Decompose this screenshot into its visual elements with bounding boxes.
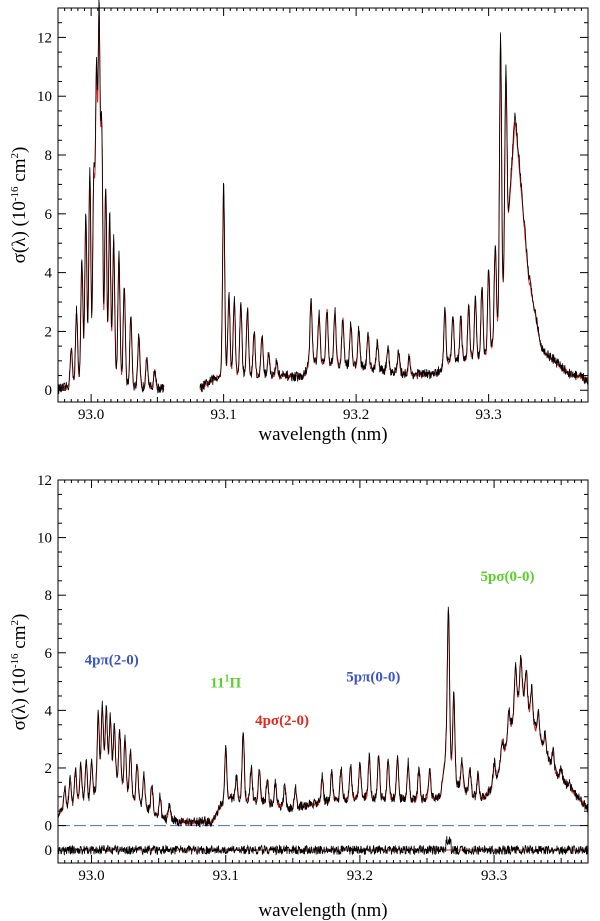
x-tick-label: 93.2 — [347, 868, 373, 884]
y-axis-title: σ(λ) (10-16 cm2) — [9, 147, 30, 264]
annotation-text: 11 — [210, 675, 224, 691]
plot-frame — [57, 479, 589, 864]
y-tick-label: 8 — [45, 588, 53, 604]
x-tick-label: 93.2 — [343, 407, 369, 423]
annotation-text: 4pσ(2-0) — [255, 713, 309, 729]
x-tick-label: 93.3 — [481, 868, 507, 884]
annotation-label: 4pπ(2-0) — [85, 652, 139, 668]
y-axis-title-part: 2 — [9, 620, 21, 626]
y-axis-title-part: cm — [9, 625, 30, 653]
y-axis-title-part: ) — [9, 147, 30, 153]
y-tick-label: 0 — [45, 819, 53, 835]
annotation-label: 111Π — [210, 673, 241, 691]
x-tick-label: 93.3 — [476, 407, 502, 423]
annotation-tail: Π — [229, 675, 241, 691]
y-tick-label: 2 — [45, 324, 53, 340]
y-tick-label: 6 — [45, 646, 53, 662]
y-axis-title-part: cm — [9, 158, 30, 186]
annotation-label: 5pσ(0-0) — [480, 569, 534, 585]
y-tick-label: 12 — [37, 473, 52, 489]
y-tick-label: 10 — [37, 531, 52, 547]
y-axis-title-part: -16 — [9, 186, 21, 201]
y-tick-label: 8 — [45, 148, 53, 164]
model-spectrum-line — [57, 611, 589, 826]
y-axis-title-part: -16 — [9, 653, 21, 668]
annotation-text: 5pσ(0-0) — [480, 569, 534, 585]
y-axis-title-main: σ(λ) (10 — [9, 201, 30, 263]
x-axis-title: wavelength (nm) — [258, 900, 387, 921]
residual-zero-label: 0 — [45, 843, 53, 859]
y-tick-label: 10 — [37, 89, 52, 105]
y-tick-label: 0 — [45, 383, 53, 399]
x-tick-label: 93.1 — [213, 868, 239, 884]
y-tick-label: 2 — [45, 761, 53, 777]
annotation-label: 4pσ(2-0) — [255, 713, 309, 729]
y-tick-label: 12 — [37, 30, 52, 46]
y-tick-label: 4 — [45, 266, 53, 282]
measured-spectrum-line — [57, 606, 589, 828]
y-tick-label: 6 — [45, 207, 53, 223]
x-axis-title: wavelength (nm) — [258, 424, 387, 445]
residual-line — [57, 836, 589, 856]
model-spectrum-line — [57, 15, 589, 392]
x-tick-label: 93.1 — [211, 407, 237, 423]
top-panel: 93.0 93.1 93.2 93.3 0 2 4 6 8 10 12 wavelength (nm)… — [9, 0, 589, 445]
annotation-label: 5pπ(0-0) — [346, 670, 400, 686]
y-axis-title-main: σ(λ) (10 — [9, 668, 30, 730]
y-axis-title-part: 2 — [9, 153, 21, 159]
annotation-superscript: 1 — [224, 673, 229, 684]
y-axis-title-part: ) — [9, 614, 30, 620]
x-tick-label: 93.0 — [78, 407, 104, 423]
x-tick-label: 93.0 — [78, 868, 104, 884]
measured-spectrum-line — [57, 0, 589, 394]
annotation-text: 5pπ(0-0) — [346, 670, 400, 686]
y-axis-title: σ(λ) (10-16 cm2) — [9, 614, 30, 731]
y-tick-label: 4 — [45, 703, 53, 719]
annotation-text: 4pπ(2-0) — [85, 652, 139, 668]
